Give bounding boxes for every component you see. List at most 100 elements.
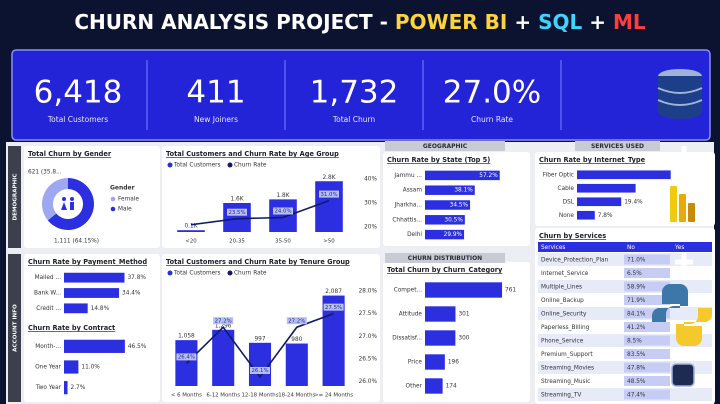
chart-title: Total Customers and Churn Rate by Age Gr… bbox=[166, 150, 339, 158]
y2-tick-label: 27.5% bbox=[359, 311, 378, 317]
table-cell-bar bbox=[624, 349, 670, 359]
value-label-bg bbox=[213, 317, 234, 325]
table-cell: Streaming_Music bbox=[541, 379, 590, 385]
bar bbox=[577, 197, 622, 207]
legend-swatch bbox=[227, 162, 233, 168]
value-label: 174 bbox=[446, 384, 457, 390]
kpi-value: 6,418 bbox=[34, 75, 123, 111]
bar bbox=[64, 360, 79, 374]
table-cell: Online_Security bbox=[541, 311, 587, 317]
icon-db bbox=[657, 87, 703, 106]
value-label: 761 bbox=[505, 288, 516, 294]
legend-label: Total Customers bbox=[173, 271, 221, 277]
y2-tick-label: 27.0% bbox=[359, 334, 378, 340]
value-label: 0.1K bbox=[184, 224, 197, 230]
title-part: CHURN ANALYSIS PROJECT - bbox=[74, 10, 388, 34]
bar bbox=[577, 170, 671, 180]
section-header-bg bbox=[575, 141, 660, 151]
page-title: CHURN ANALYSIS PROJECT - POWER BI + SQL + ML bbox=[74, 10, 646, 34]
category-label: None bbox=[559, 213, 575, 219]
gender-icon bbox=[70, 202, 74, 210]
table-cell-bar bbox=[624, 389, 670, 400]
chart-title: Total Customers and Churn Rate by Tenure… bbox=[166, 258, 350, 266]
legend-label: Total Customers bbox=[173, 163, 221, 169]
table-header: Services bbox=[541, 245, 565, 251]
title-part: ML bbox=[613, 10, 646, 34]
bar bbox=[425, 200, 471, 210]
table-title: Churn by Services bbox=[539, 232, 606, 240]
y2-tick-label: 40% bbox=[364, 176, 377, 182]
table-cell: 47.8% bbox=[627, 365, 646, 371]
section-header: SERVICES USED bbox=[591, 143, 644, 150]
bar bbox=[64, 303, 88, 314]
side-label: DEMOGRAPHIC bbox=[13, 174, 19, 221]
value-label: 24.0% bbox=[274, 209, 291, 215]
title-part: + bbox=[589, 10, 606, 34]
value-label: 1,111 (64.15%) bbox=[54, 239, 99, 245]
title-part: + bbox=[514, 10, 531, 34]
value-label: 30.5% bbox=[444, 217, 463, 223]
table-cell: 47.4% bbox=[627, 392, 646, 398]
icon-plus bbox=[675, 253, 693, 271]
value-label: 301 bbox=[458, 312, 469, 318]
value-label: 26.4% bbox=[178, 355, 195, 361]
value-label: 196 bbox=[448, 360, 459, 366]
table-cell-bar bbox=[624, 268, 670, 278]
value-label: 27.5% bbox=[325, 305, 342, 311]
value-label: 2,087 bbox=[325, 289, 342, 295]
category-label: Price bbox=[408, 360, 423, 366]
title-part: POWER BI bbox=[395, 10, 507, 34]
table-cell: 41.2% bbox=[627, 325, 646, 331]
value-label: 19.4% bbox=[624, 199, 643, 205]
kpi-label: Total Customers bbox=[47, 115, 108, 124]
legend-swatch bbox=[167, 270, 173, 276]
x-tick-label: <20 bbox=[185, 239, 197, 245]
section-header-bg bbox=[385, 253, 505, 263]
table-cell: 71.9% bbox=[627, 298, 646, 304]
table-cell-bar bbox=[624, 281, 670, 292]
legend-label: Churn Rate bbox=[234, 271, 267, 277]
value-label-bg bbox=[286, 317, 307, 325]
value-label-bg bbox=[227, 208, 247, 216]
icon-powerbi bbox=[679, 194, 686, 222]
y2-tick-label: 20% bbox=[364, 225, 377, 231]
table-cell: 84.1% bbox=[627, 311, 646, 317]
value-label: 1.8K bbox=[276, 193, 289, 199]
bar bbox=[425, 215, 465, 225]
table-cell-bar bbox=[624, 362, 670, 373]
section-header: CHURN DISTRIBUTION bbox=[408, 255, 482, 262]
table-header-bg bbox=[538, 242, 712, 252]
gender-icon bbox=[70, 197, 74, 201]
x-tick-label: 6-12 Months bbox=[206, 393, 240, 399]
table-header: Yes bbox=[674, 245, 684, 251]
bar bbox=[425, 306, 456, 322]
bar bbox=[577, 210, 595, 220]
category-label: DSL bbox=[563, 199, 575, 205]
bar bbox=[577, 183, 636, 193]
value-label: 980 bbox=[291, 337, 302, 343]
category-label: Compet... bbox=[394, 288, 422, 294]
category-label: Mailed ... bbox=[35, 275, 62, 281]
chart-title: Total Churn by Gender bbox=[28, 150, 112, 158]
kpi-value: 411 bbox=[186, 75, 245, 111]
bar bbox=[223, 203, 251, 232]
legend-label: Male bbox=[118, 207, 132, 213]
bar bbox=[177, 230, 205, 232]
y2-tick-label: 26.5% bbox=[359, 356, 378, 362]
value-label: 300 bbox=[458, 336, 469, 342]
side-label: ACCOUNT INFO bbox=[13, 304, 19, 352]
value-label: 38.1% bbox=[454, 188, 473, 194]
value-label: 23.5% bbox=[228, 210, 245, 216]
title-part: SQL bbox=[538, 10, 582, 34]
category-label: Bank W... bbox=[34, 291, 61, 297]
value-label: 1,058 bbox=[178, 334, 195, 340]
y2-tick-label: 28.0% bbox=[359, 289, 378, 295]
pie-slice bbox=[42, 178, 68, 221]
legend-swatch bbox=[110, 196, 116, 202]
bar bbox=[425, 229, 465, 240]
category-label: Jammu ... bbox=[393, 173, 422, 179]
table-cell: 58.9% bbox=[627, 284, 646, 290]
chart-title: Churn Rate by Internet_Type bbox=[539, 156, 646, 164]
